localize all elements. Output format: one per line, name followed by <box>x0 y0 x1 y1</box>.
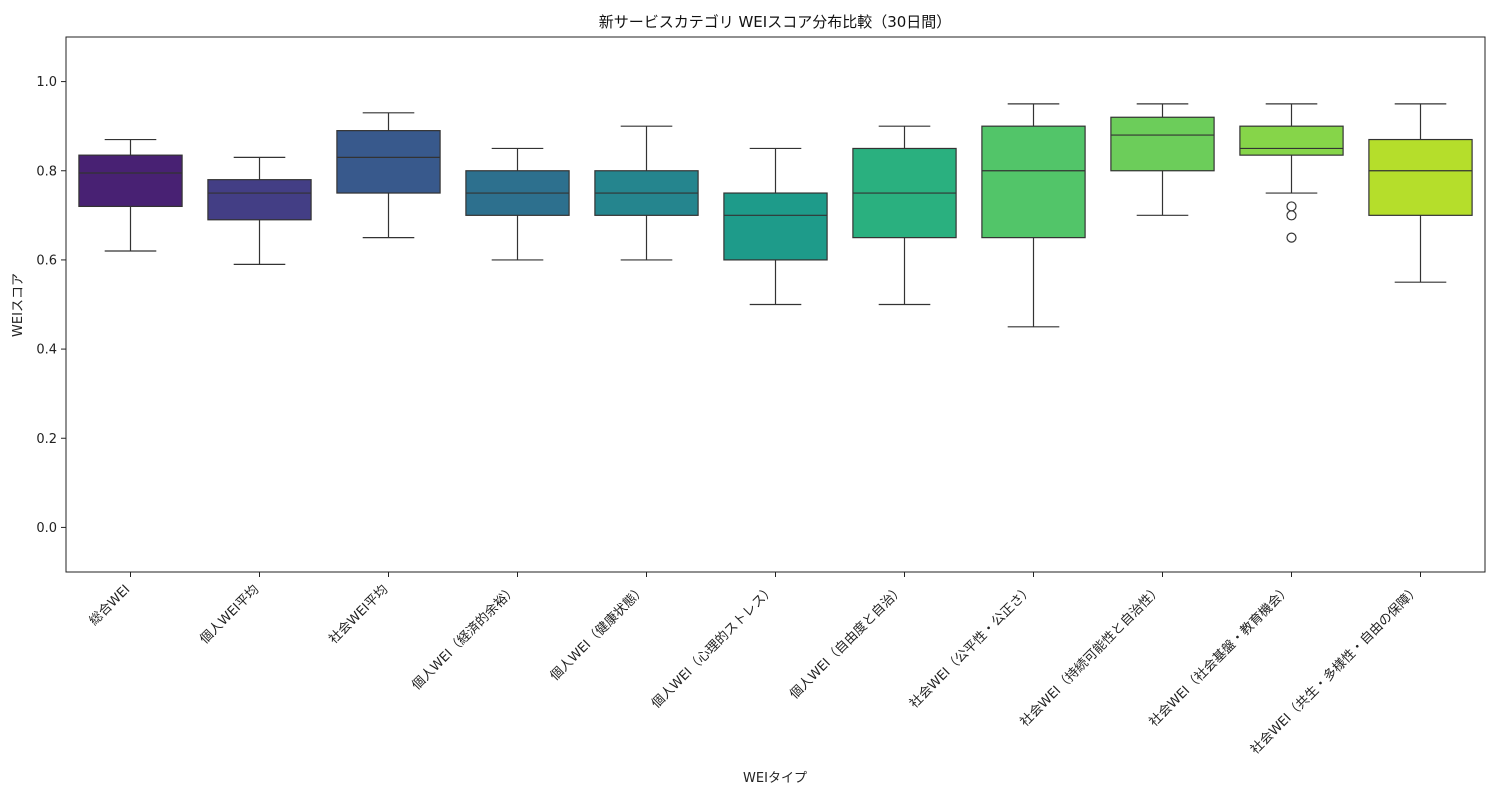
box-iqr <box>336 130 441 194</box>
box-iqr <box>1368 138 1473 216</box>
x-axis-label: WEIタイプ <box>743 771 807 786</box>
y-tick-label: 0.6 <box>36 253 57 268</box>
chart-title: 新サービスカテゴリ WEIスコア分布比較（30日間） <box>599 13 952 31</box>
box-group <box>78 138 183 252</box>
x-tick-label: 個人WEI（健康状態） <box>547 582 649 684</box>
x-tick-label: 個人WEI（自由度と自治） <box>786 582 907 703</box>
box-group <box>594 125 699 261</box>
y-tick-label: 0.2 <box>36 432 57 447</box>
box-group <box>852 125 957 306</box>
outlier-point <box>1286 210 1297 221</box>
box-group <box>465 147 570 261</box>
box-group <box>1239 103 1344 243</box>
box-iqr <box>207 179 312 221</box>
x-tick-label: 個人WEI（心理的ストレス） <box>648 582 778 712</box>
y-tick-label: 0.8 <box>36 164 57 179</box>
box-group <box>723 147 828 306</box>
boxes-layer <box>78 103 1473 328</box>
x-tick-label: 個人WEI（経済的余裕） <box>409 582 521 694</box>
x-tick-label: 社会WEI（社会基盤・教育機会） <box>1146 582 1294 730</box>
x-tick-label: 個人WEI平均 <box>197 582 262 647</box>
box-group <box>207 156 312 265</box>
box-group <box>1110 103 1215 216</box>
box-iqr <box>723 192 828 261</box>
x-tick-label: 社会WEI平均 <box>326 582 392 648</box>
x-tick-label: 社会WEI（持続可能性と自治性） <box>1017 582 1165 730</box>
y-tick-label: 1.0 <box>36 75 57 90</box>
x-tick-label: 総合WEI <box>87 582 134 629</box>
outlier-point <box>1286 232 1297 243</box>
box-group <box>336 112 441 239</box>
box-iqr <box>981 125 1086 239</box>
x-axis: 総合WEI 個人WEI平均 社会WEI平均 個人WEI（経済的余裕） 個人WEI（健康状… <box>87 572 1423 758</box>
y-axis: 0.0 0.2 0.4 0.6 0.8 1.0 <box>36 75 66 536</box>
box-group <box>981 103 1086 328</box>
box-iqr <box>1239 125 1344 156</box>
outlier-point <box>1286 201 1297 212</box>
box-iqr <box>78 154 183 208</box>
y-tick-label: 0.4 <box>36 343 57 358</box>
x-tick-label: 社会WEI（公平性・公正さ） <box>906 582 1036 712</box>
y-tick-label: 0.0 <box>36 521 57 536</box>
box-group <box>1368 103 1473 283</box>
box-iqr <box>1110 116 1215 172</box>
y-axis-label: WEIスコア <box>11 273 26 337</box>
